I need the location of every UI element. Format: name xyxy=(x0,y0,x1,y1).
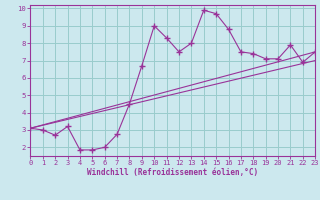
X-axis label: Windchill (Refroidissement éolien,°C): Windchill (Refroidissement éolien,°C) xyxy=(87,168,258,177)
